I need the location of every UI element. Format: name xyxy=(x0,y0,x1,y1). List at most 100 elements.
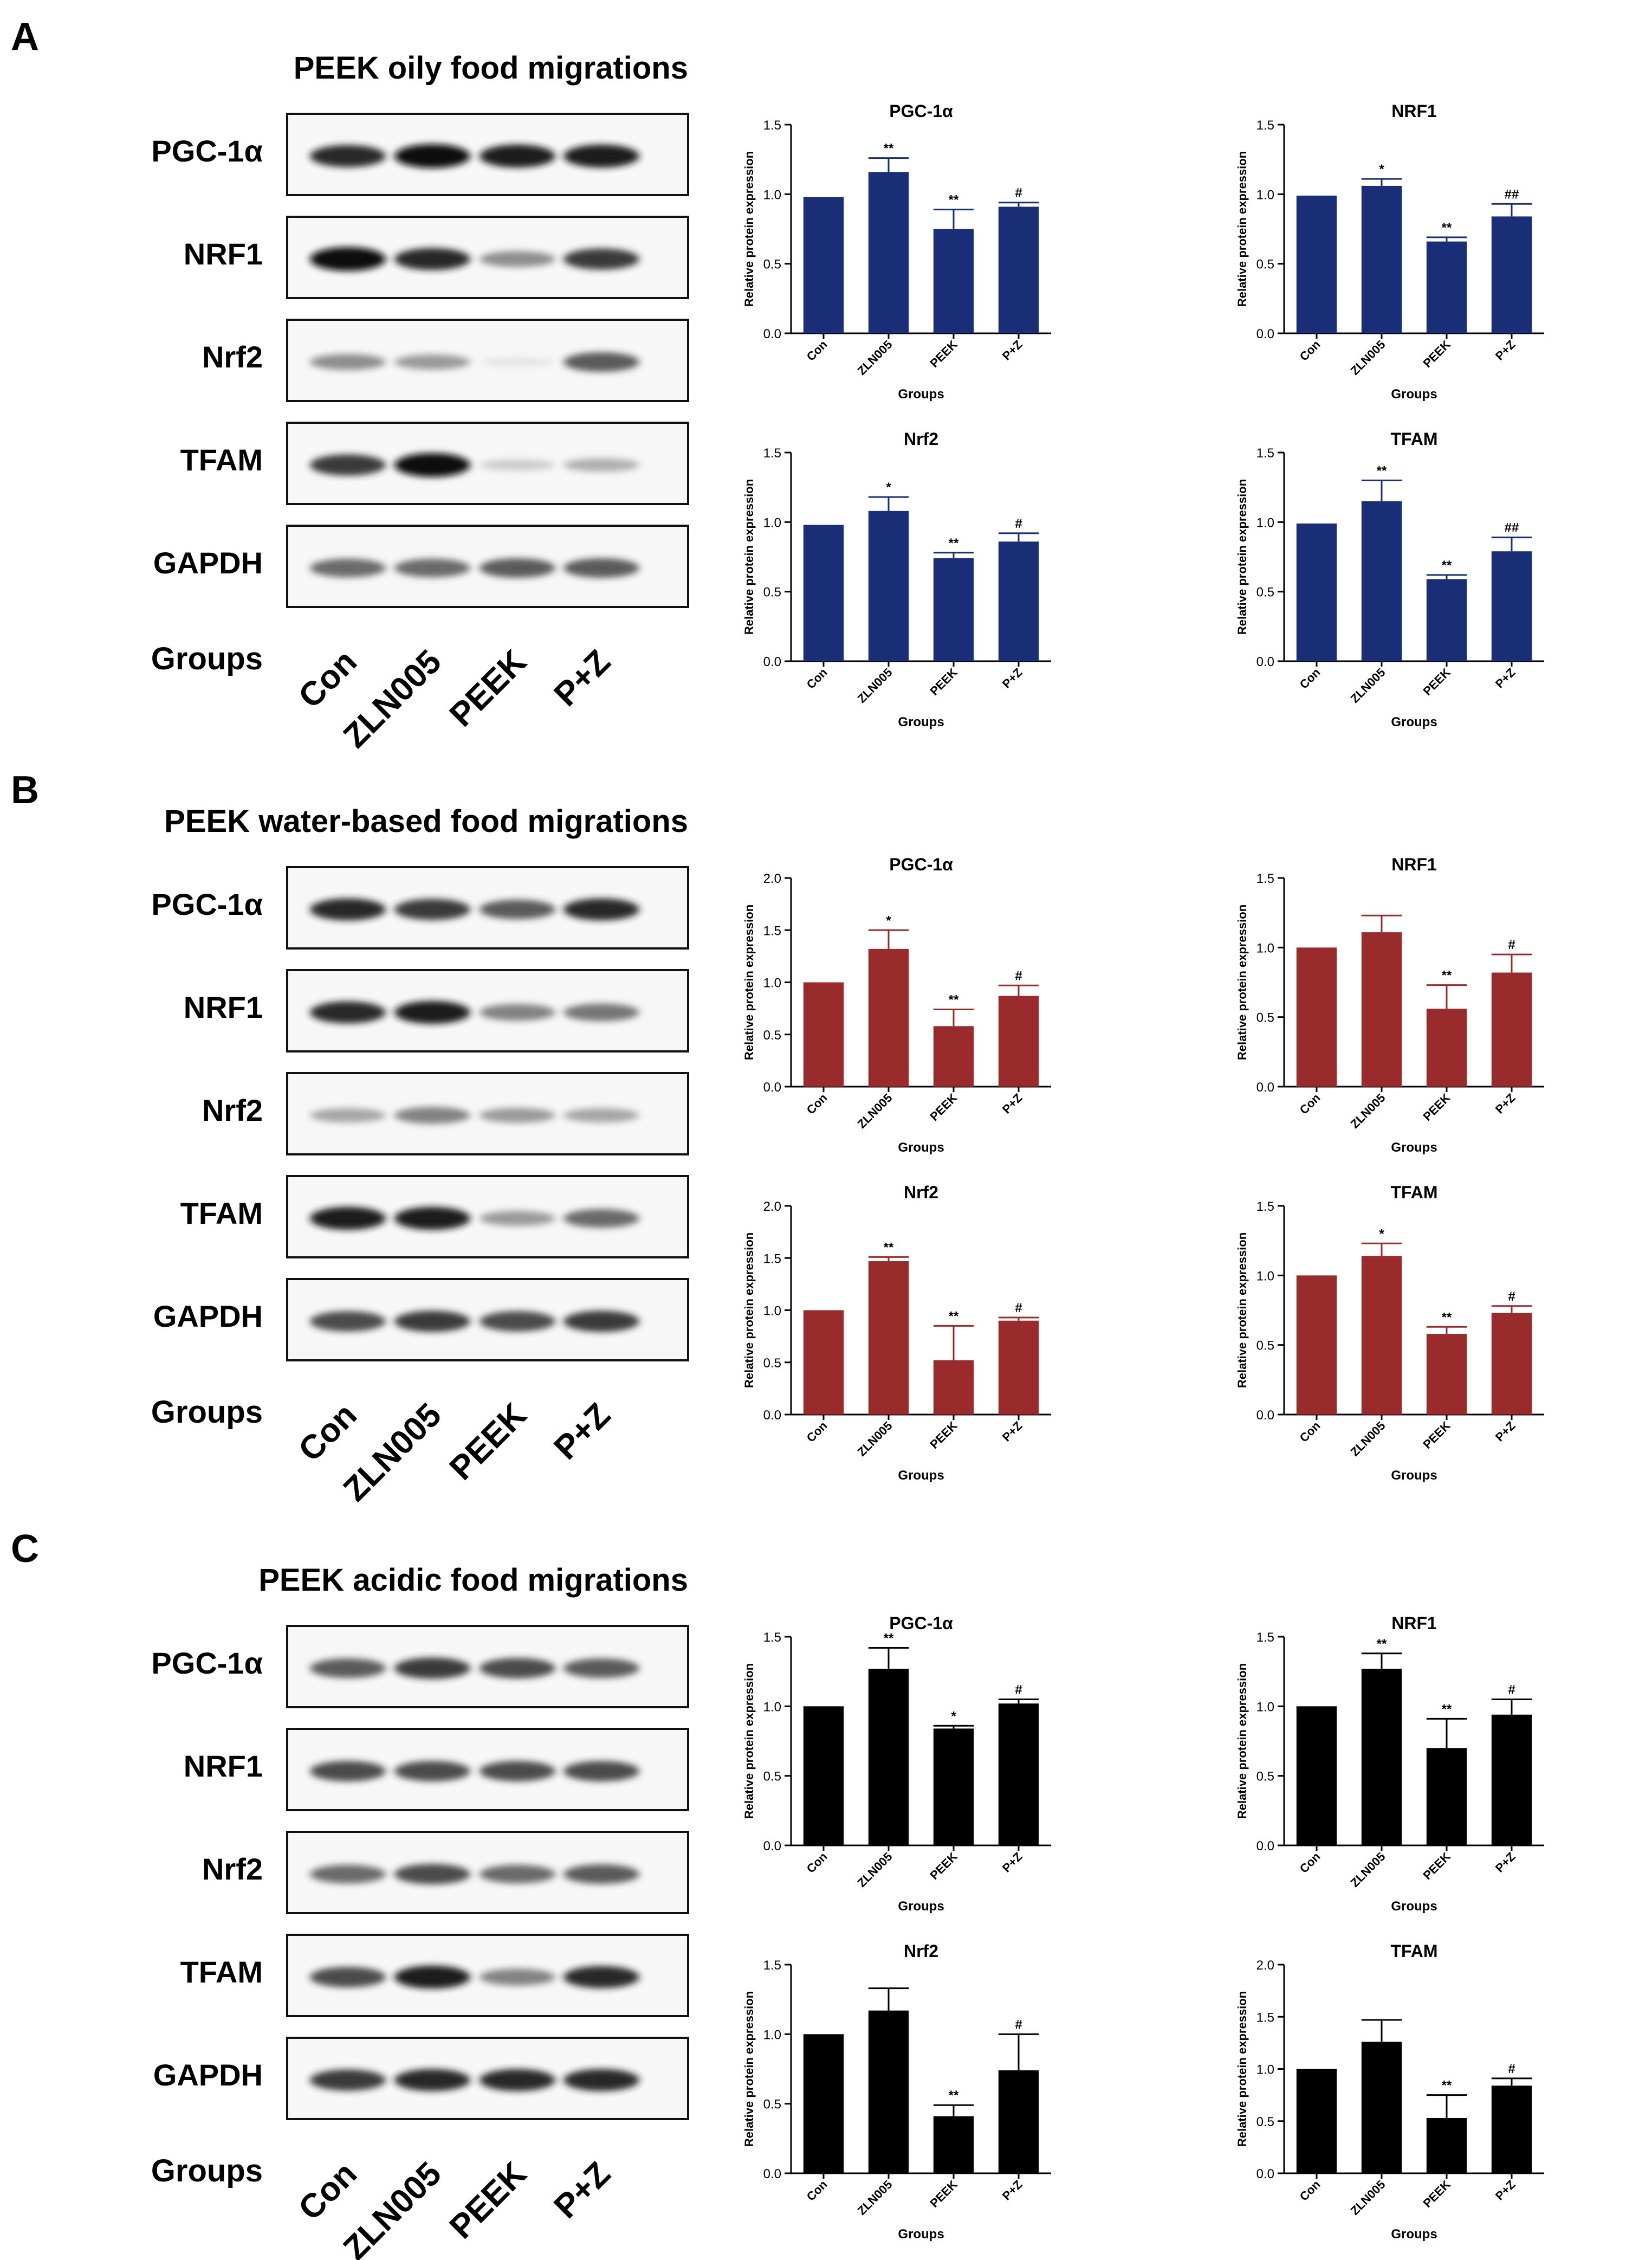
chart-title: Nrf2 xyxy=(904,1941,938,1961)
blot-lane-label: P+Z xyxy=(547,1396,617,1467)
blot-protein-label: NRF1 xyxy=(184,237,263,271)
blot-band xyxy=(563,1864,639,1884)
x-tick-label: ZLN005 xyxy=(1348,1091,1388,1131)
y-tick-label: 0.5 xyxy=(763,1028,781,1043)
blot-lane-label: PEEK xyxy=(443,2155,534,2246)
x-axis-label: Groups xyxy=(898,1468,944,1483)
x-tick-label: Con xyxy=(804,2178,830,2204)
blot-lane-label: PEEK xyxy=(443,1396,534,1487)
y-tick-label: 1.5 xyxy=(1256,1199,1274,1214)
y-tick-label: 0.0 xyxy=(763,655,781,669)
bar xyxy=(1296,523,1337,661)
blot-band xyxy=(480,900,555,919)
bar xyxy=(933,1026,974,1087)
y-axis-label: Relative protein expression xyxy=(742,1991,756,2147)
x-tick-label: PEEK xyxy=(927,338,960,370)
bar xyxy=(933,229,974,333)
x-tick-label: PEEK xyxy=(927,1850,960,1882)
significance-label: # xyxy=(1015,968,1022,983)
chart-title: NRF1 xyxy=(1391,855,1437,874)
y-tick-label: 1.0 xyxy=(763,1700,781,1714)
chart-title: TFAM xyxy=(1390,1941,1437,1961)
bar xyxy=(933,1360,974,1415)
chart-title: PGC-1α xyxy=(889,855,953,874)
bar-chart: NRF1 0.0 0.5 1.0 1.5 Relative protein express… xyxy=(1235,855,1544,1155)
bar xyxy=(998,1320,1039,1415)
blot-groups-label: Groups xyxy=(151,2153,263,2188)
y-axis-label: Relative protein expression xyxy=(742,905,756,1060)
panel-letter: A xyxy=(11,15,39,59)
blot-lane-label: Con xyxy=(291,643,364,715)
x-tick-label: ZLN005 xyxy=(1348,1850,1388,1890)
bar-chart: PGC-1α 0.0 0.5 1.0 1.5 Relative protein expre… xyxy=(742,1613,1051,1914)
bar xyxy=(1491,972,1532,1087)
significance-label: * xyxy=(886,480,891,495)
x-tick-label: Con xyxy=(1297,666,1323,692)
y-tick-label: 1.0 xyxy=(1256,2063,1274,2077)
blot-band xyxy=(480,1108,555,1123)
blot-protein-label: NRF1 xyxy=(184,990,263,1024)
blot-band xyxy=(310,1864,386,1884)
y-tick-label: 0.5 xyxy=(1256,2115,1274,2129)
blot-lane-label: PEEK xyxy=(443,643,534,734)
blot-band xyxy=(563,248,639,270)
x-axis-label: Groups xyxy=(898,2227,944,2242)
blot-band xyxy=(394,1310,470,1332)
y-tick-label: 2.0 xyxy=(763,1199,781,1214)
blot-band xyxy=(310,354,386,370)
bar xyxy=(998,2070,1039,2173)
blot-band xyxy=(394,558,470,578)
y-tick-label: 0.0 xyxy=(1256,1408,1274,1423)
panel-title: PEEK water-based food migrations xyxy=(164,804,688,839)
x-tick-label: PEEK xyxy=(927,1091,960,1123)
y-tick-label: 1.5 xyxy=(763,118,781,133)
bar xyxy=(1426,241,1467,333)
significance-label: ** xyxy=(1442,2078,1452,2093)
x-tick-label: P+Z xyxy=(1000,1850,1025,1875)
bar-chart: Nrf2 0.0 0.5 1.0 1.5 2.0 Relative protein expr… xyxy=(742,1183,1051,1483)
bar-chart: Nrf2 0.0 0.5 1.0 1.5 Relative protein express… xyxy=(742,1941,1051,2242)
y-tick-label: 1.0 xyxy=(763,976,781,991)
x-axis-label: Groups xyxy=(1391,1899,1437,1914)
y-tick-label: 1.5 xyxy=(1256,446,1274,461)
significance-label: # xyxy=(1015,1301,1022,1315)
significance-label: ** xyxy=(1442,1310,1452,1325)
blot-band xyxy=(480,1658,555,1678)
x-tick-label: PEEK xyxy=(927,2178,960,2210)
x-tick-label: ZLN005 xyxy=(1348,2178,1388,2218)
significance-label: # xyxy=(1508,1683,1515,1697)
x-tick-label: P+Z xyxy=(1493,666,1518,691)
bar xyxy=(1426,579,1467,661)
blot-band xyxy=(563,1310,639,1332)
blot-band xyxy=(310,145,386,167)
y-tick-label: 0.0 xyxy=(1256,1080,1274,1095)
x-tick-label: PEEK xyxy=(1420,1419,1453,1451)
y-tick-label: 0.0 xyxy=(1256,327,1274,341)
blot-protein-label: GAPDH xyxy=(153,2058,263,2092)
blot-band xyxy=(310,1311,386,1332)
blot-band xyxy=(394,1107,470,1124)
significance-label: * xyxy=(886,913,891,928)
x-tick-label: PEEK xyxy=(1420,338,1453,370)
y-tick-label: 1.0 xyxy=(1256,188,1274,202)
x-axis-label: Groups xyxy=(1391,387,1437,402)
bar xyxy=(1296,947,1337,1087)
y-tick-label: 0.5 xyxy=(1256,1339,1274,1353)
bar xyxy=(1491,1313,1532,1415)
blot-protein-label: PGC-1α xyxy=(151,1646,263,1680)
blot-band xyxy=(563,1003,639,1022)
significance-label: ** xyxy=(1442,558,1452,573)
y-tick-label: 0.5 xyxy=(1256,1770,1274,1784)
bar xyxy=(1426,1009,1467,1087)
y-axis-label: Relative protein expression xyxy=(742,1232,756,1388)
y-tick-label: 1.0 xyxy=(763,188,781,202)
significance-label: ** xyxy=(1377,463,1387,478)
blot-band xyxy=(480,460,555,470)
blot-band xyxy=(563,1209,639,1228)
y-axis-label: Relative protein expression xyxy=(1235,905,1249,1060)
significance-label: ## xyxy=(1505,521,1519,535)
bar-chart: PGC-1α 0.0 0.5 1.0 1.5 Relative protein expre… xyxy=(742,101,1051,402)
y-tick-label: 0.0 xyxy=(763,1080,781,1095)
significance-label: ** xyxy=(949,2088,959,2103)
bar-chart: NRF1 0.0 0.5 1.0 1.5 Relative protein express… xyxy=(1235,101,1544,402)
